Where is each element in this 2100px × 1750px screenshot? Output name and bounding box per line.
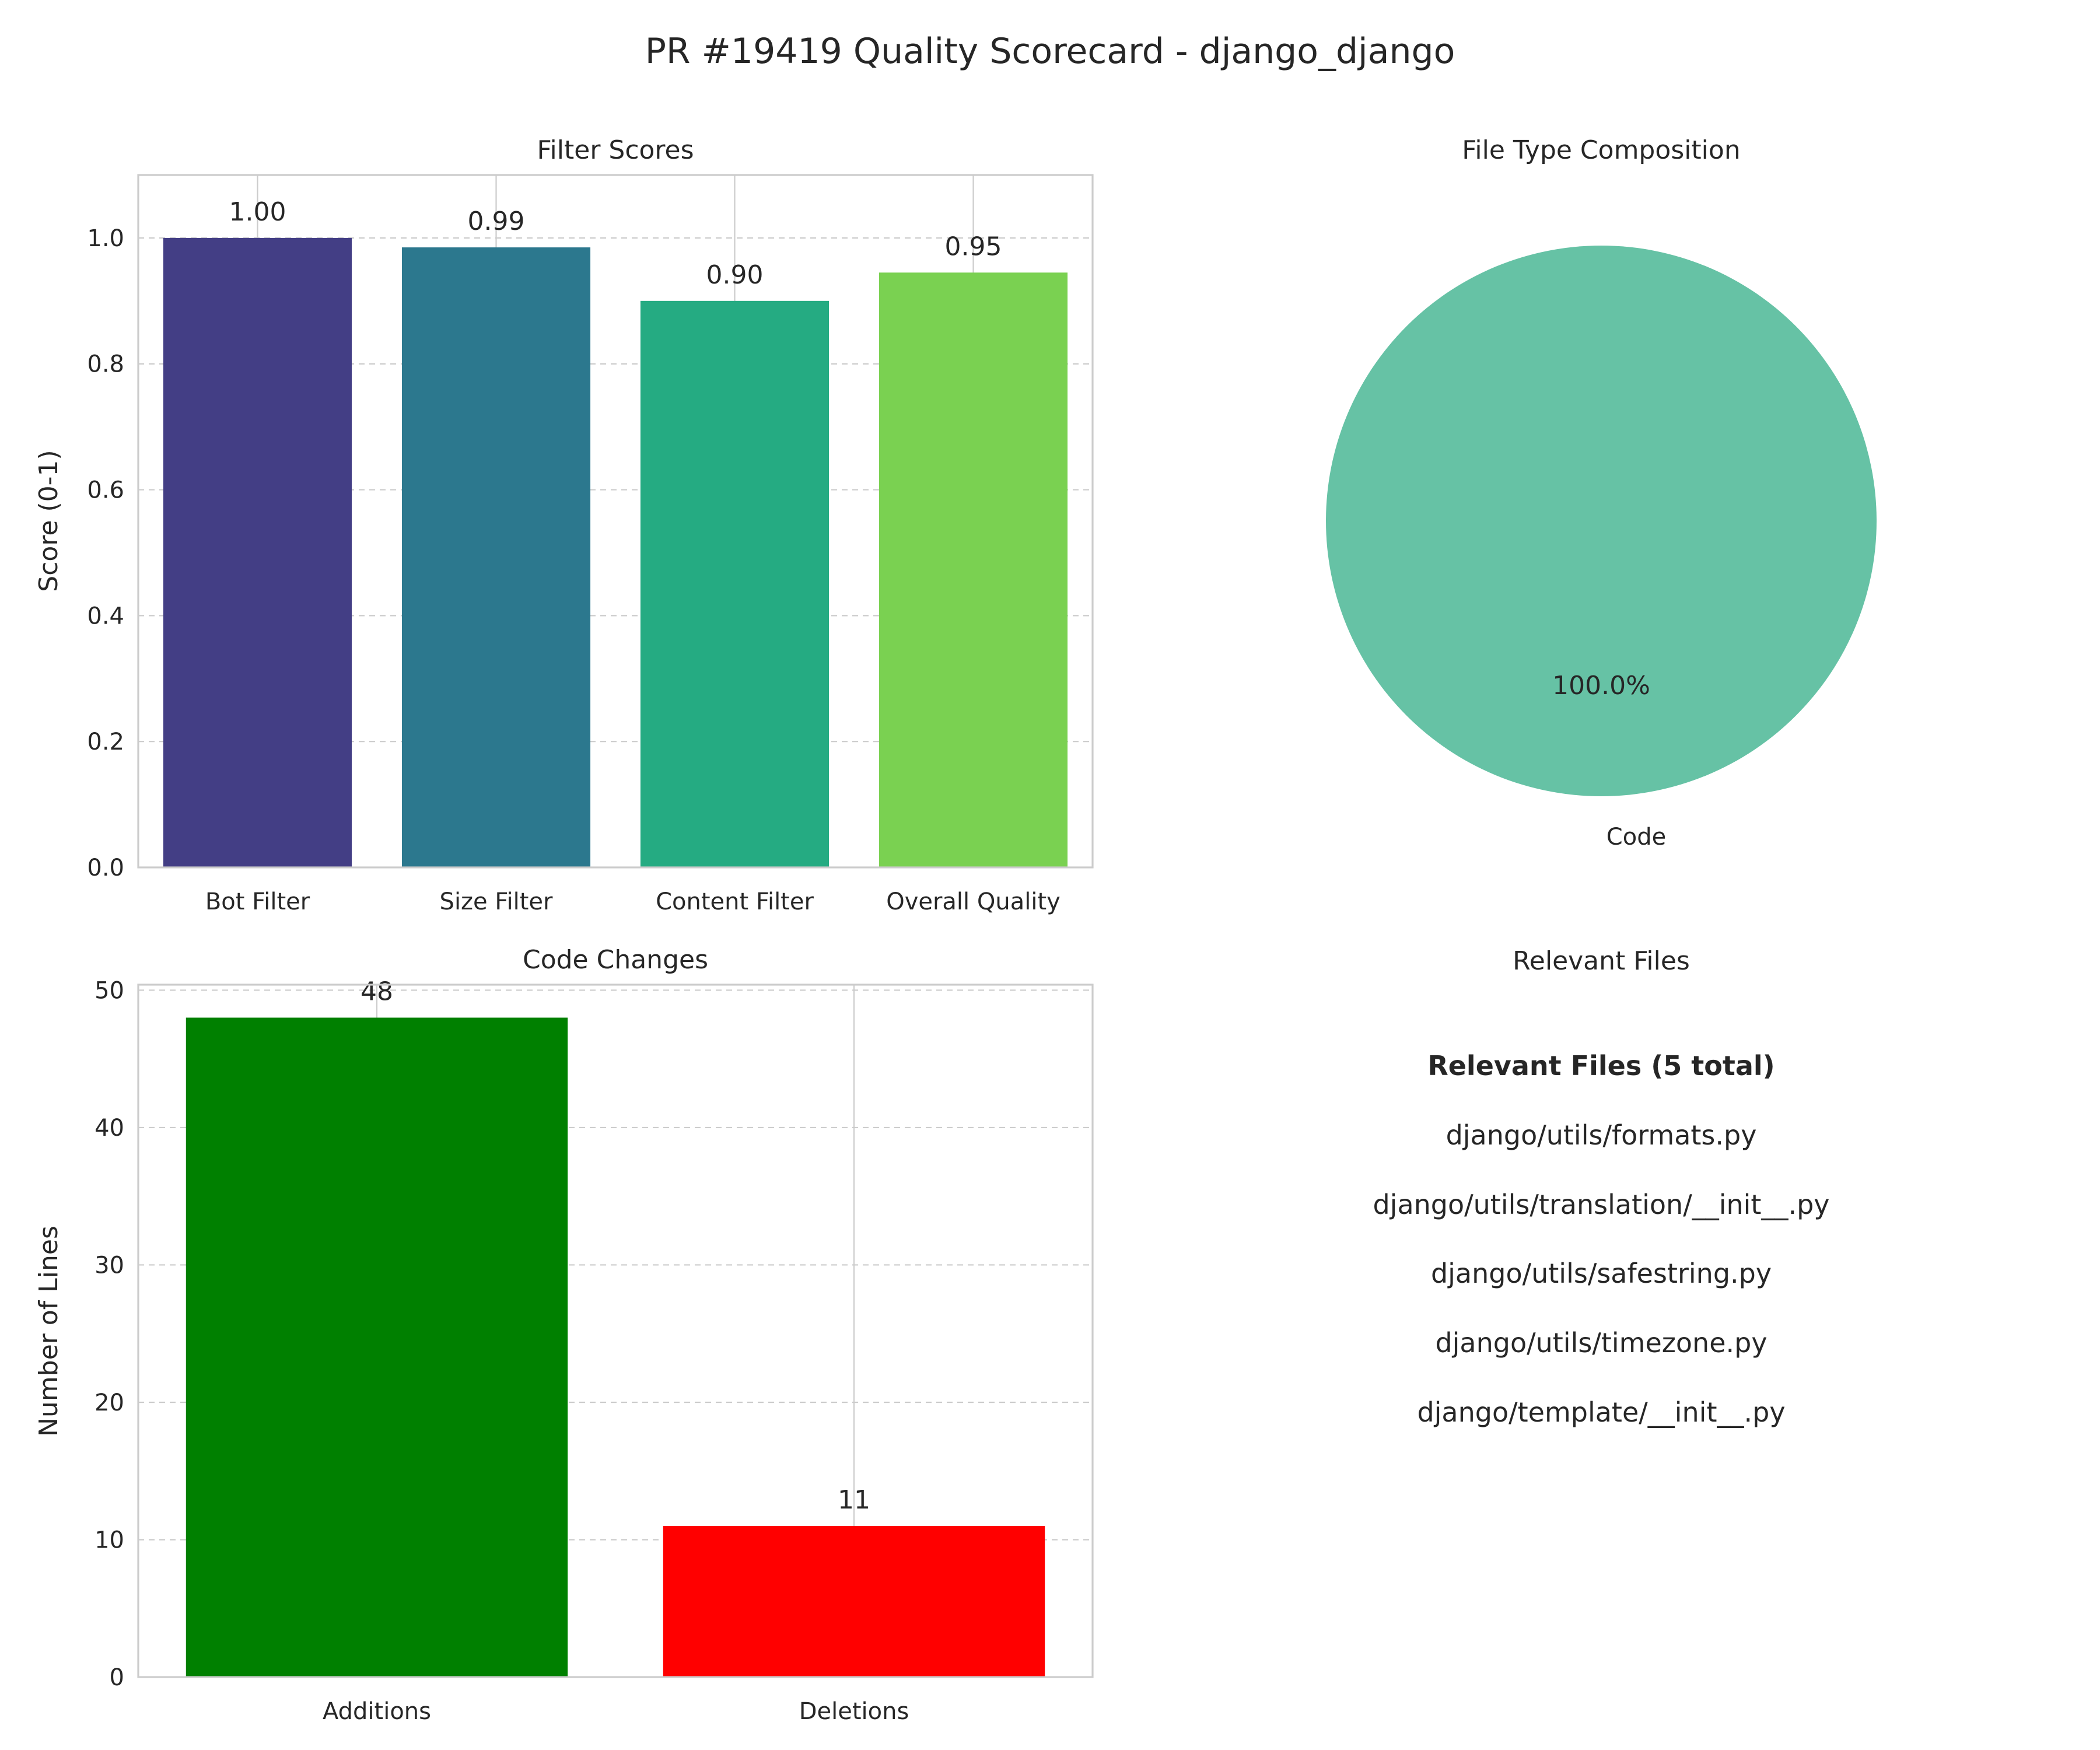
code-changes-bar-value-label: 11 [838,1485,870,1515]
relevant-files-title: Relevant Files [1513,946,1690,976]
code-changes-bar [663,1525,1045,1677]
filter-scores-bar [163,237,352,868]
code-changes-x-ticks: Additions Deletions [323,1698,909,1725]
relevant-file-item: django/utils/translation/__init__.py [1373,1189,1829,1220]
filter-scores-x-tick-label: Overall Quality [886,888,1060,915]
filter-scores-bar-value-label: 0.90 [706,260,764,290]
filter-scores-bar-value-label: 1.00 [229,197,286,227]
filter-scores-title: Filter Scores [537,135,694,165]
relevant-files-heading: Relevant Files (5 total) [1427,1050,1774,1082]
filter-scores-y-tick-label: 0.2 [87,729,124,755]
relevant-file-item: django/template/__init__.py [1417,1396,1785,1428]
filter-scores-chart: Filter Scores 1.00 0.99 0.90 0.95 0.0 0.2 0.4… [34,135,1094,915]
pie-slice-code [1326,246,1877,796]
filter-scores-bar [640,300,830,867]
code-changes-y-tick-label: 30 [94,1252,124,1279]
figure-title: PR #19419 Quality Scorecard - django_dja… [645,31,1455,72]
pie-slices [1326,246,1877,796]
relevant-file-item: django/utils/safestring.py [1431,1258,1772,1289]
file-type-title: File Type Composition [1462,135,1740,165]
pie-labels: 100.0% Code [1552,671,1666,850]
code-changes-y-ticks: 0 10 20 30 40 50 [94,977,124,1691]
filter-scores-data-labels: 1.00 0.99 0.90 0.95 [229,197,1002,290]
filter-scores-bars [163,237,1068,868]
filter-scores-y-tick-label: 0.4 [87,603,124,629]
relevant-files-panel: Relevant Files Relevant Files (5 total) … [1373,946,1829,1428]
code-changes-y-tick-label: 50 [94,977,124,1004]
pie-category-label: Code [1606,824,1666,850]
code-changes-x-tick-label: Additions [323,1698,431,1725]
filter-scores-bar-value-label: 0.95 [945,232,1002,261]
filter-scores-x-tick-label: Size Filter [440,888,553,915]
code-changes-bar-value-label: 48 [360,977,393,1007]
filter-scores-y-tick-label: 1.0 [87,225,124,252]
code-changes-chart: Code Changes 48 11 0 10 20 30 40 50 Additions D… [34,945,1094,1725]
code-changes-y-tick-label: 40 [94,1115,124,1142]
filter-scores-frame [137,174,1094,869]
code-changes-bars [186,1017,1045,1677]
code-changes-bar [186,1017,568,1677]
code-changes-title: Code Changes [523,945,708,975]
code-changes-y-tick-label: 10 [94,1527,124,1553]
filter-scores-y-tick-label: 0.0 [87,855,124,881]
filter-scores-x-ticks: Bot Filter Size Filter Content Filter Overa… [205,888,1060,915]
filter-scores-bar-value-label: 0.99 [468,206,525,236]
relevant-file-item: django/utils/formats.py [1446,1119,1757,1151]
filter-scores-y-axis-label: Score (0-1) [34,450,64,592]
filter-scores-x-tick-label: Bot Filter [205,888,310,915]
code-changes-y-tick-label: 0 [110,1664,124,1691]
filter-scores-y-ticks: 0.0 0.2 0.4 0.6 0.8 1.0 [87,225,124,881]
filter-scores-bar [878,272,1068,867]
code-changes-data-labels: 48 11 [360,977,870,1515]
code-changes-y-axis-label: Number of Lines [34,1226,64,1437]
filter-scores-y-tick-label: 0.8 [87,351,124,378]
file-type-pie-chart: File Type Composition 100.0% Code [1326,135,1877,850]
filter-scores-bar [401,247,591,867]
code-changes-frame [137,984,1094,1678]
code-changes-x-tick-label: Deletions [799,1698,909,1725]
filter-scores-y-tick-label: 0.6 [87,477,124,504]
relevant-file-item: django/utils/timezone.py [1435,1327,1767,1359]
code-changes-y-tick-label: 20 [94,1390,124,1416]
pie-percent-label: 100.0% [1552,671,1650,701]
filter-scores-x-tick-label: Content Filter [656,888,814,915]
